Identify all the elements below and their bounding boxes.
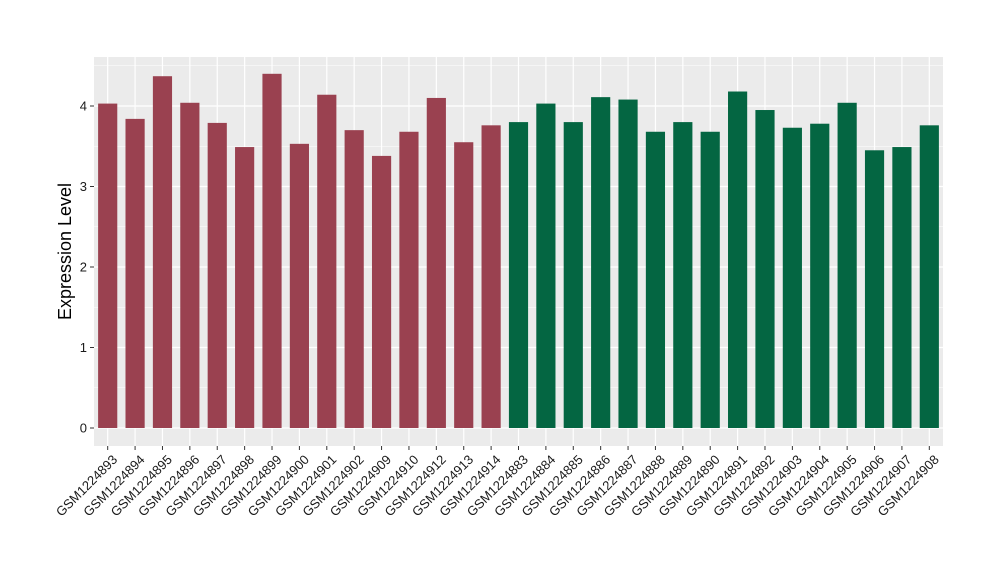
x-axis: GSM1224893GSM1224894GSM1224895GSM1224896… bbox=[53, 446, 942, 519]
bar-GSM1224888 bbox=[645, 131, 666, 428]
bar-GSM1224892 bbox=[755, 110, 775, 429]
bar-GSM1224887 bbox=[618, 99, 638, 428]
bar-GSM1224897 bbox=[207, 122, 227, 428]
bar-GSM1224885 bbox=[563, 122, 583, 428]
bars bbox=[98, 73, 939, 429]
bar-GSM1224889 bbox=[673, 122, 693, 428]
bar-GSM1224896 bbox=[180, 102, 200, 428]
bar-GSM1224901 bbox=[317, 94, 337, 428]
bar-GSM1224912 bbox=[426, 97, 446, 428]
y-tick-label: 0 bbox=[80, 421, 87, 436]
y-tick-label: 2 bbox=[80, 260, 87, 275]
bar-GSM1224891 bbox=[728, 91, 748, 428]
y-axis: 0 1 2 3 4 bbox=[80, 99, 94, 436]
y-axis-title: Expression Level bbox=[55, 183, 75, 320]
bar-GSM1224890 bbox=[700, 131, 720, 428]
y-tick-label: 4 bbox=[80, 99, 87, 114]
bar-GSM1224902 bbox=[344, 130, 364, 428]
bar-GSM1224903 bbox=[782, 127, 802, 429]
bar-GSM1224909 bbox=[371, 155, 392, 428]
bar-GSM1224886 bbox=[591, 97, 611, 429]
bar-GSM1224899 bbox=[262, 73, 282, 429]
bar-GSM1224893 bbox=[98, 103, 118, 429]
bar-GSM1224904 bbox=[810, 123, 830, 429]
bar-GSM1224910 bbox=[399, 131, 419, 428]
y-tick-label: 3 bbox=[80, 179, 87, 194]
bar-GSM1224914 bbox=[481, 125, 501, 428]
bar-GSM1224900 bbox=[289, 143, 309, 428]
bar-GSM1224898 bbox=[235, 147, 255, 428]
bar-GSM1224895 bbox=[152, 76, 173, 428]
bar-GSM1224907 bbox=[892, 147, 912, 428]
bar-GSM1224908 bbox=[919, 125, 939, 428]
bar-GSM1224913 bbox=[454, 142, 474, 428]
bar-GSM1224883 bbox=[508, 122, 529, 428]
y-tick-label: 1 bbox=[80, 340, 87, 355]
bar-GSM1224894 bbox=[125, 118, 145, 428]
bar-GSM1224905 bbox=[837, 102, 857, 428]
bar-GSM1224906 bbox=[864, 150, 885, 428]
bar-GSM1224884 bbox=[536, 103, 556, 429]
